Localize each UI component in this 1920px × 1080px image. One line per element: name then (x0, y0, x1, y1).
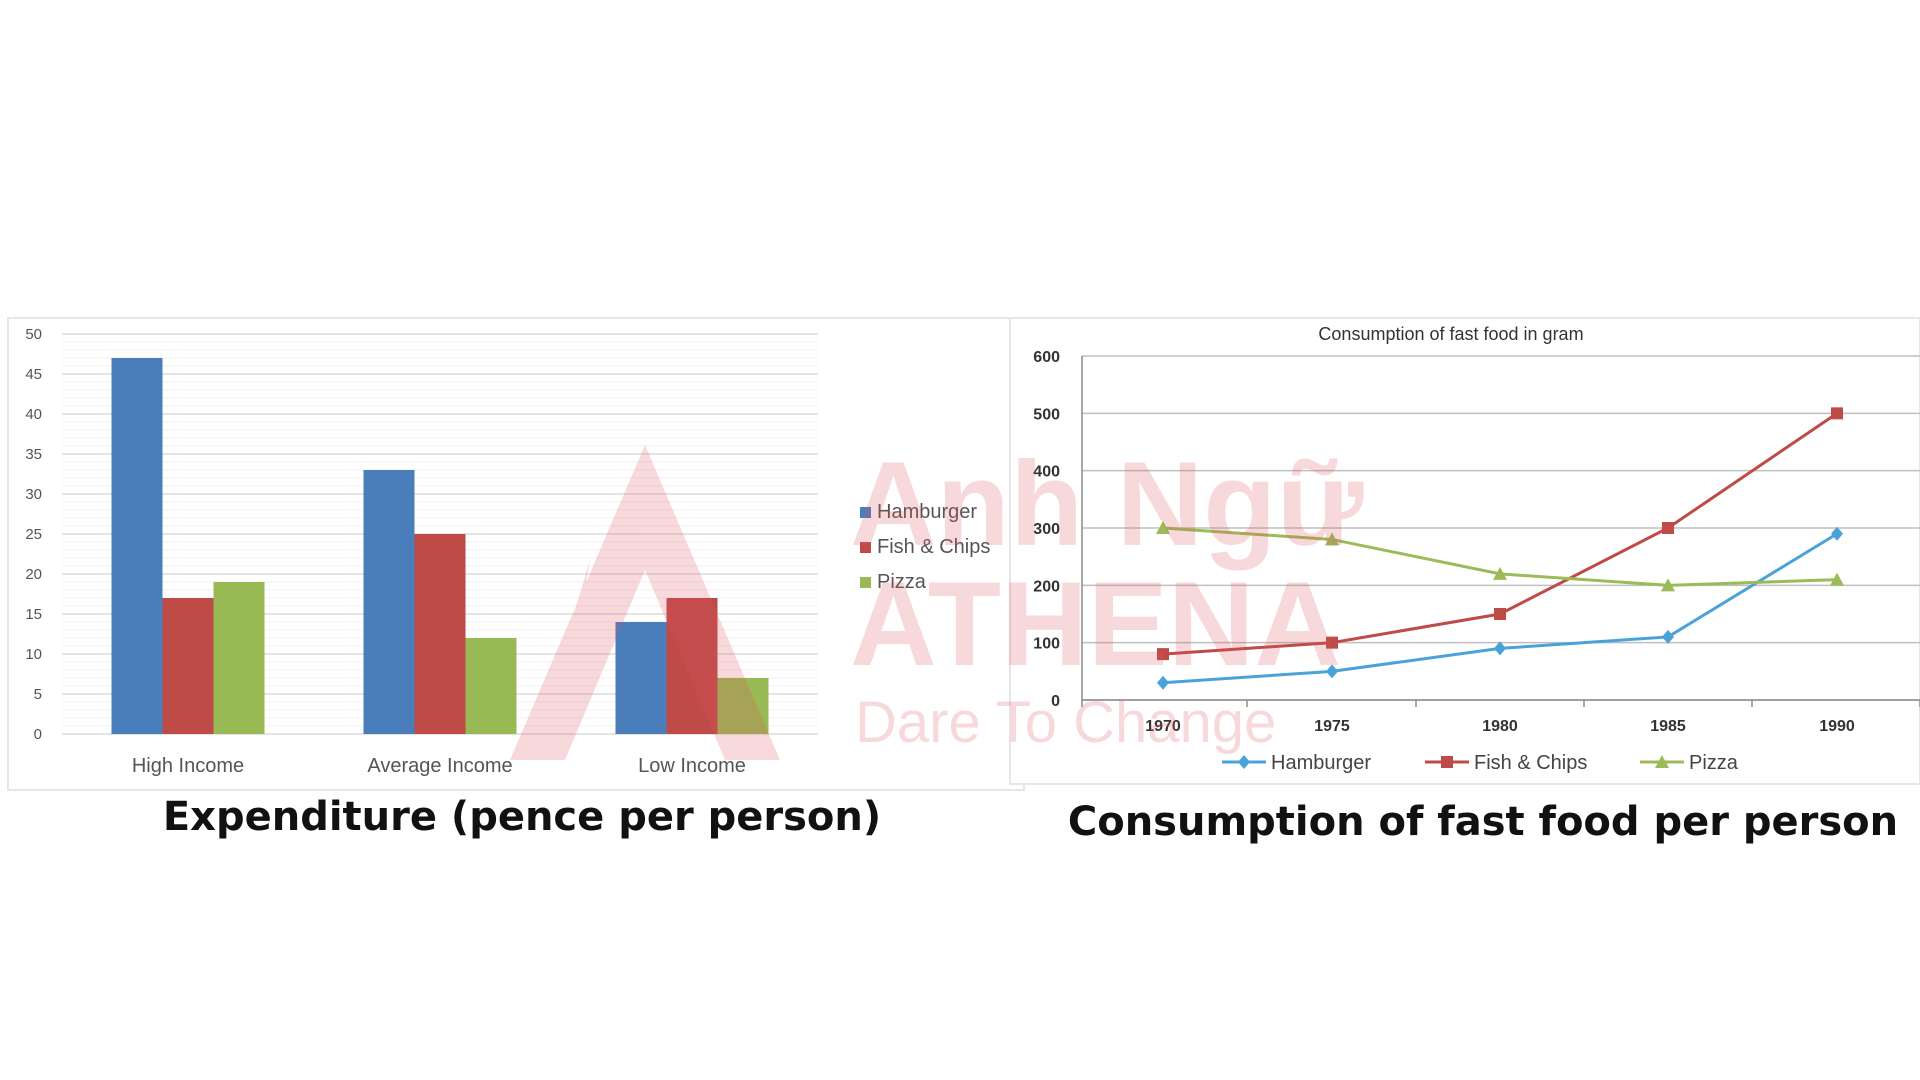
x-category-label: High Income (132, 755, 244, 777)
y-tick-label: 0 (34, 726, 42, 743)
x-category-label: Low Income (638, 755, 746, 777)
point-fish-chips-1975 (1326, 636, 1338, 649)
x-tick-label: 1985 (1650, 718, 1686, 735)
y-tick-label: 500 (1033, 406, 1060, 423)
point-hamburger-1975 (1326, 664, 1338, 679)
legend-label-hamburger: Hamburger (877, 501, 977, 523)
legend-label-fish-chips: Fish & Chips (1474, 752, 1587, 774)
line-chart-panel (1009, 317, 1920, 785)
legend-swatch-fish-chips (860, 542, 871, 553)
bar-pizza-high-income (213, 582, 265, 734)
y-tick-label: 10 (25, 646, 42, 663)
point-pizza-1990 (1830, 572, 1844, 586)
point-fish-chips-1970 (1157, 648, 1169, 661)
watermark-logo: Anh Ngữ ATHENA Dare To Change (510, 437, 1364, 760)
bar-fish-chips-low-income (666, 598, 718, 734)
legend-label-hamburger: Hamburger (1271, 752, 1371, 774)
y-tick-label: 0 (1051, 693, 1060, 710)
watermark-triangle-icon (510, 445, 780, 760)
left-caption: Expenditure (pence per person) (163, 794, 881, 840)
bar-chart: 0 5 10 15 20 25 30 35 40 45 50 High Income Average I… (25, 326, 990, 777)
point-fish-chips-1980 (1494, 608, 1506, 620)
legend-marker-pizza (1655, 755, 1669, 768)
y-tick-label: 200 (1033, 578, 1060, 595)
x-tick-label: 1980 (1482, 718, 1518, 735)
x-tick-label: 1990 (1819, 718, 1855, 735)
x-category-label: Average Income (367, 755, 512, 777)
legend-marker-hamburger (1238, 755, 1250, 769)
bar-fish-chips-average-income (414, 534, 466, 734)
right-caption: Consumption of fast food per person (1068, 799, 1898, 845)
point-fish-chips-1985 (1662, 522, 1674, 534)
y-tick-label: 100 (1033, 636, 1060, 653)
bar-hamburger-low-income (615, 622, 667, 734)
point-hamburger-1985 (1662, 629, 1674, 644)
legend-marker-fish-chips (1441, 756, 1453, 768)
line-chart-title: Consumption of fast food in gram (1318, 324, 1583, 344)
point-hamburger-1990 (1831, 526, 1843, 541)
point-hamburger-1980 (1494, 641, 1506, 656)
point-pizza-1985 (1661, 578, 1675, 592)
legend-swatch-hamburger (860, 507, 871, 518)
bar-pizza-low-income (717, 678, 769, 734)
y-tick-label: 50 (25, 326, 42, 343)
y-tick-label: 5 (34, 686, 42, 703)
y-tick-label: 25 (25, 526, 42, 543)
y-tick-label: 35 (25, 446, 42, 463)
point-hamburger-1970 (1157, 675, 1169, 690)
point-pizza-1975 (1325, 532, 1339, 546)
legend-swatch-pizza (860, 577, 871, 588)
line-chart: Consumption of fast food in gram 0 100 200 3… (1033, 324, 1920, 774)
bar-fish-chips-high-income (162, 598, 214, 734)
y-tick-label: 20 (25, 566, 42, 583)
watermark-line2: ATHENA (850, 557, 1341, 691)
watermark-line1: Anh Ngữ (850, 437, 1364, 571)
y-tick-label: 400 (1033, 464, 1060, 481)
x-tick-label: 1975 (1314, 718, 1350, 735)
y-tick-label: 30 (25, 486, 42, 503)
x-tick-label: 1970 (1145, 718, 1181, 735)
y-tick-label: 40 (25, 406, 42, 423)
y-tick-label: 600 (1033, 349, 1060, 366)
y-tick-label: 300 (1033, 521, 1060, 538)
point-pizza-1980 (1493, 566, 1507, 580)
bar-hamburger-high-income (111, 358, 163, 734)
y-tick-label: 45 (25, 366, 42, 383)
watermark-line3: Dare To Change (855, 690, 1276, 755)
bar-pizza-average-income (465, 638, 517, 734)
legend-label-pizza: Pizza (877, 571, 927, 593)
point-fish-chips-1990 (1831, 407, 1843, 420)
legend-label-pizza: Pizza (1689, 752, 1739, 774)
y-tick-label: 15 (25, 606, 42, 623)
bar-hamburger-average-income (363, 470, 415, 734)
legend-label-fish-chips: Fish & Chips (877, 536, 990, 558)
point-pizza-1970 (1156, 521, 1170, 534)
